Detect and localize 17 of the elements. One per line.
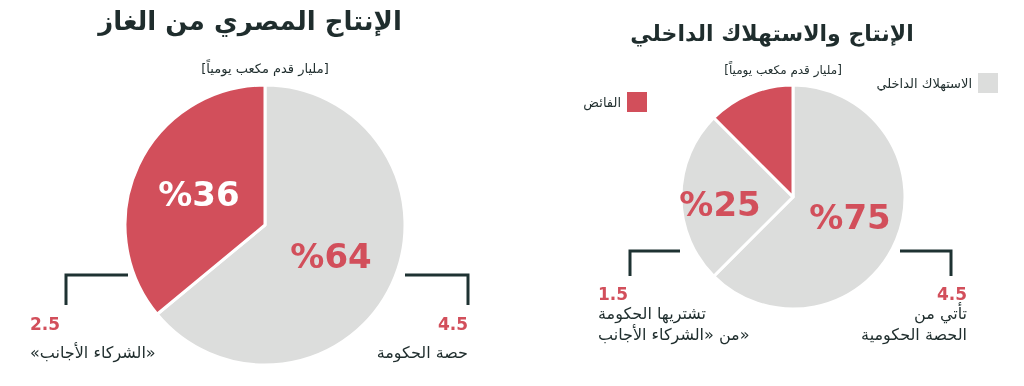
chart-title: الإنتاج والاستهلاك الداخلي	[630, 20, 914, 47]
text: 1.5	[598, 283, 629, 304]
chart-subtitle: [مليار قدم مكعب يومياً]	[724, 61, 842, 78]
chart-title: الإنتاج المصري من الغاز	[96, 6, 402, 37]
slice-label: «الشركاء الأجانب»	[30, 342, 156, 363]
text: 4.5	[437, 313, 468, 334]
slice-label: تأتي من الحصة الحكومية	[861, 302, 967, 345]
chart-subtitle: [مليار قدم مكعب يومياً]	[201, 59, 329, 77]
text: الاستهلاك الداخلي	[876, 75, 972, 92]
slice-label: حصة الحكومة	[376, 343, 468, 363]
data-label: %36	[158, 173, 240, 214]
text: %75	[809, 197, 891, 237]
legend-label: الفائض	[583, 94, 621, 111]
data-label: %64	[290, 236, 372, 277]
slice-label: تشتريها الحكومة من «الشركاء الأجانب»	[598, 304, 750, 345]
text: 2.5	[30, 313, 61, 334]
text: %25	[679, 184, 761, 224]
